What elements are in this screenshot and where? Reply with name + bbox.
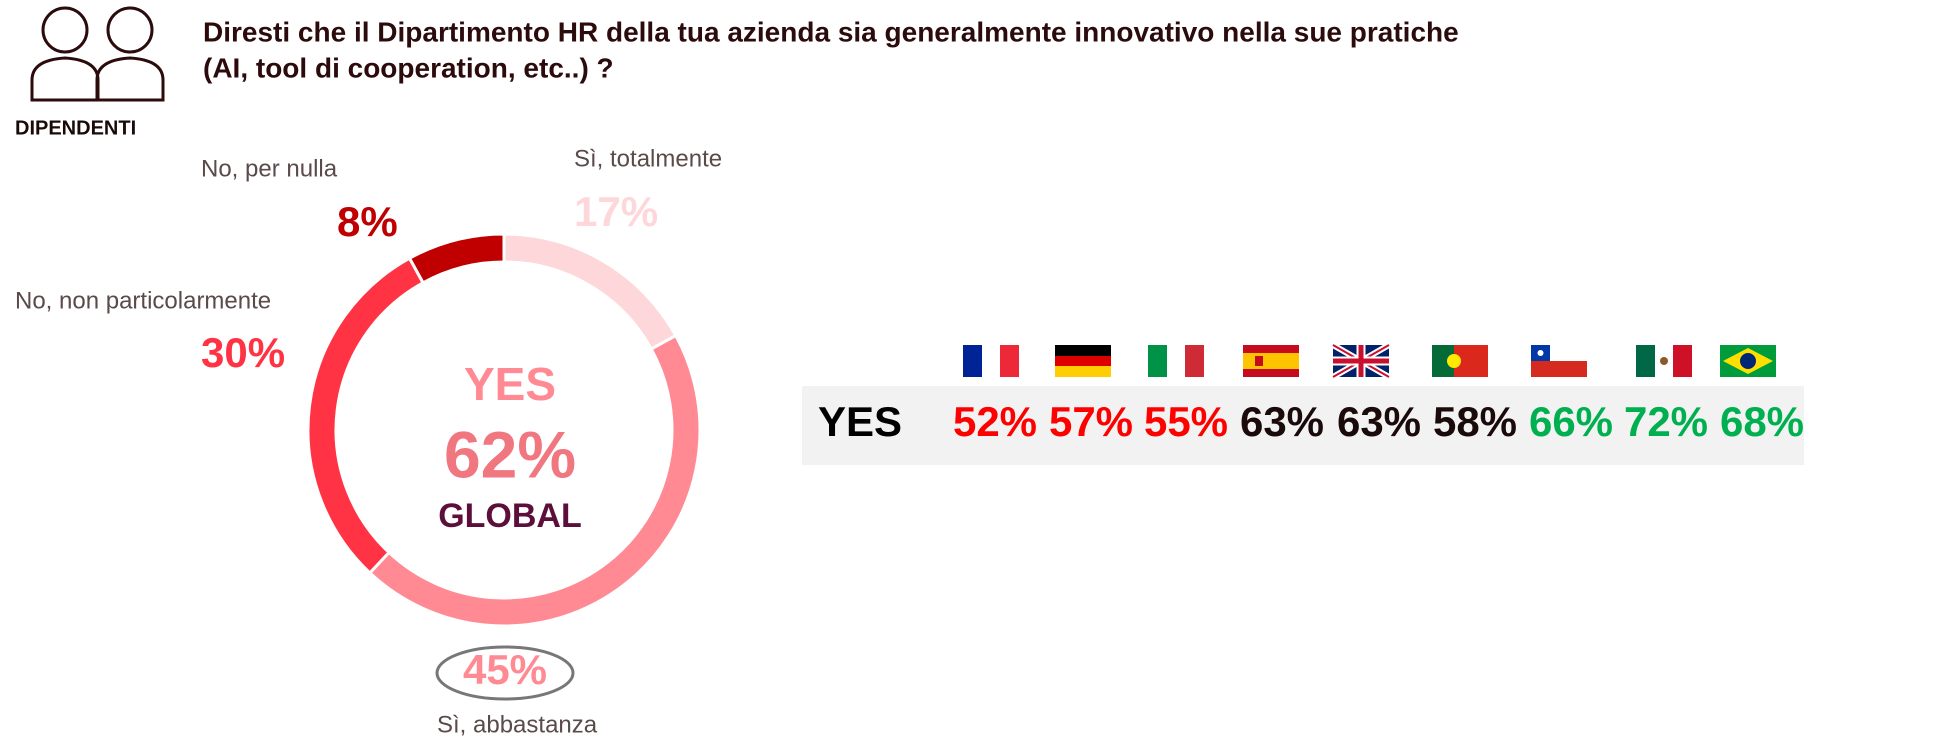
donut-segment [407, 232, 506, 285]
flag-italy [1148, 345, 1204, 377]
highlight-ellipse [435, 645, 575, 701]
segment-name: Sì, totalmente [574, 145, 722, 172]
country-value: 52% [953, 398, 1037, 445]
flag-mexico [1636, 345, 1692, 377]
segment-value: 17% [574, 188, 658, 235]
row-label: YES [818, 398, 902, 445]
country-value: 57% [1049, 398, 1133, 445]
people-icon [30, 6, 165, 102]
segment-value: 30% [201, 329, 285, 376]
flag-spain [1243, 345, 1299, 377]
country-value: 55% [1144, 398, 1228, 445]
title: Diresti che il Dipartimento HR della tua… [203, 16, 1459, 47]
country-value: 58% [1433, 398, 1517, 445]
flag-brazil [1720, 345, 1776, 377]
center-label: YES [464, 358, 556, 410]
country-value: 72% [1624, 398, 1708, 445]
segment-value: 45% [463, 646, 547, 693]
title: (AI, tool di cooperation, etc..) ? [203, 52, 614, 83]
segment-value: 8% [337, 198, 398, 245]
donut-segment [306, 256, 426, 575]
center-value: 62% [444, 417, 576, 491]
flag-portugal [1432, 345, 1488, 377]
country-value: 68% [1720, 398, 1804, 445]
segment-name: No, per nulla [201, 155, 338, 182]
country-value: 63% [1337, 398, 1421, 445]
segment-name: No, non particolarmente [15, 287, 271, 314]
center-sublabel: GLOBAL [438, 497, 582, 535]
flag-uk [1331, 342, 1391, 380]
flag-chile [1531, 345, 1587, 377]
donut-segment [502, 232, 678, 352]
country-value: 63% [1240, 398, 1324, 445]
icon-label: DIPENDENTI [15, 117, 136, 139]
flags [963, 342, 1776, 380]
flag-france [963, 345, 1019, 377]
segment-name: Sì, abbastanza [437, 711, 598, 738]
row-band [802, 386, 1804, 465]
flag-germany [1055, 345, 1111, 377]
country-value: 66% [1529, 398, 1613, 445]
